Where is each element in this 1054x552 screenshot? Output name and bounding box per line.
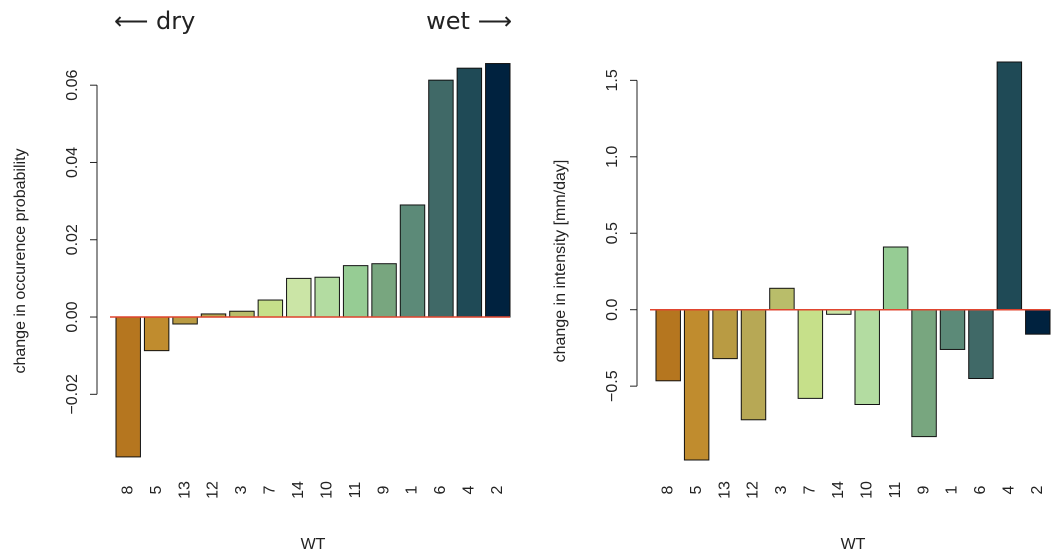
bar [115,316,141,458]
bar [229,310,255,318]
y-tick-label: 0.5 [604,222,621,244]
x-tick-label: 13 [176,481,193,499]
x-tick-label: 6 [432,485,449,494]
x-tick-label: 14 [290,481,307,499]
bar [769,287,795,311]
bar [683,309,710,461]
bar [342,265,369,318]
bar [968,309,994,380]
bar [485,63,511,318]
x-tick-label: 9 [375,485,392,494]
bar [911,309,937,438]
x-tick-label: 6 [972,485,989,494]
x-tick-label: 13 [716,481,733,499]
x-tick-label: 3 [773,485,790,494]
bar [655,309,681,382]
x-tick-label: 8 [119,485,136,494]
x-tick-label: 4 [461,485,478,494]
x-tick-label: 2 [489,485,506,494]
bar [996,61,1023,311]
x-tick-label: 7 [802,485,819,494]
bar [1025,309,1051,335]
x-axis-label: WT [841,536,866,552]
annotation: wet ⟶ [426,7,512,35]
y-tick-label: 0.00 [64,301,81,332]
bar [882,246,909,311]
x-tick-label: 4 [1001,485,1018,494]
x-tick-label: 5 [688,485,705,494]
x-axis-label: WT [301,536,326,552]
y-tick-label: 0.0 [604,298,621,320]
x-tick-label: 7 [262,485,279,494]
annotation: ⟵ dry [114,7,195,35]
y-tick-label: 0.06 [64,70,81,101]
x-tick-label: 10 [858,481,875,499]
x-tick-label: 8 [659,485,676,494]
y-axis-label: change in intensity [mm/day] [552,160,569,363]
bar [428,79,454,318]
x-tick-label: 1 [404,485,421,494]
x-tick-label: 2 [1029,485,1046,494]
bar [456,67,483,318]
bar [712,309,738,360]
x-tick-label: 12 [745,481,762,499]
x-tick-label: 12 [205,481,222,499]
x-tick-label: 11 [887,482,904,499]
x-tick-label: 3 [233,485,250,494]
bar [399,204,426,318]
bar [286,277,312,318]
bar [172,316,198,325]
y-tick-label: −0.02 [64,374,81,415]
y-tick-label: −0.5 [604,370,621,402]
x-tick-label: 11 [347,482,364,499]
x-tick-label: 1 [944,485,961,494]
x-tick-label: 9 [915,485,932,494]
bar [314,276,340,318]
bar [257,299,284,318]
y-tick-label: 1.0 [604,146,621,168]
bar [740,309,767,421]
bar [797,309,824,399]
x-tick-label: 10 [318,481,335,499]
y-tick-label: 0.04 [64,147,81,178]
y-tick-label: 0.02 [64,224,81,255]
bar [143,316,170,352]
x-tick-label: 5 [148,485,165,494]
y-tick-label: 1.5 [604,69,621,91]
x-tick-label: 14 [830,481,847,499]
bar [939,309,966,350]
y-axis-label: change in occurence probability [12,148,29,373]
bar [854,309,880,405]
bar [371,263,397,318]
